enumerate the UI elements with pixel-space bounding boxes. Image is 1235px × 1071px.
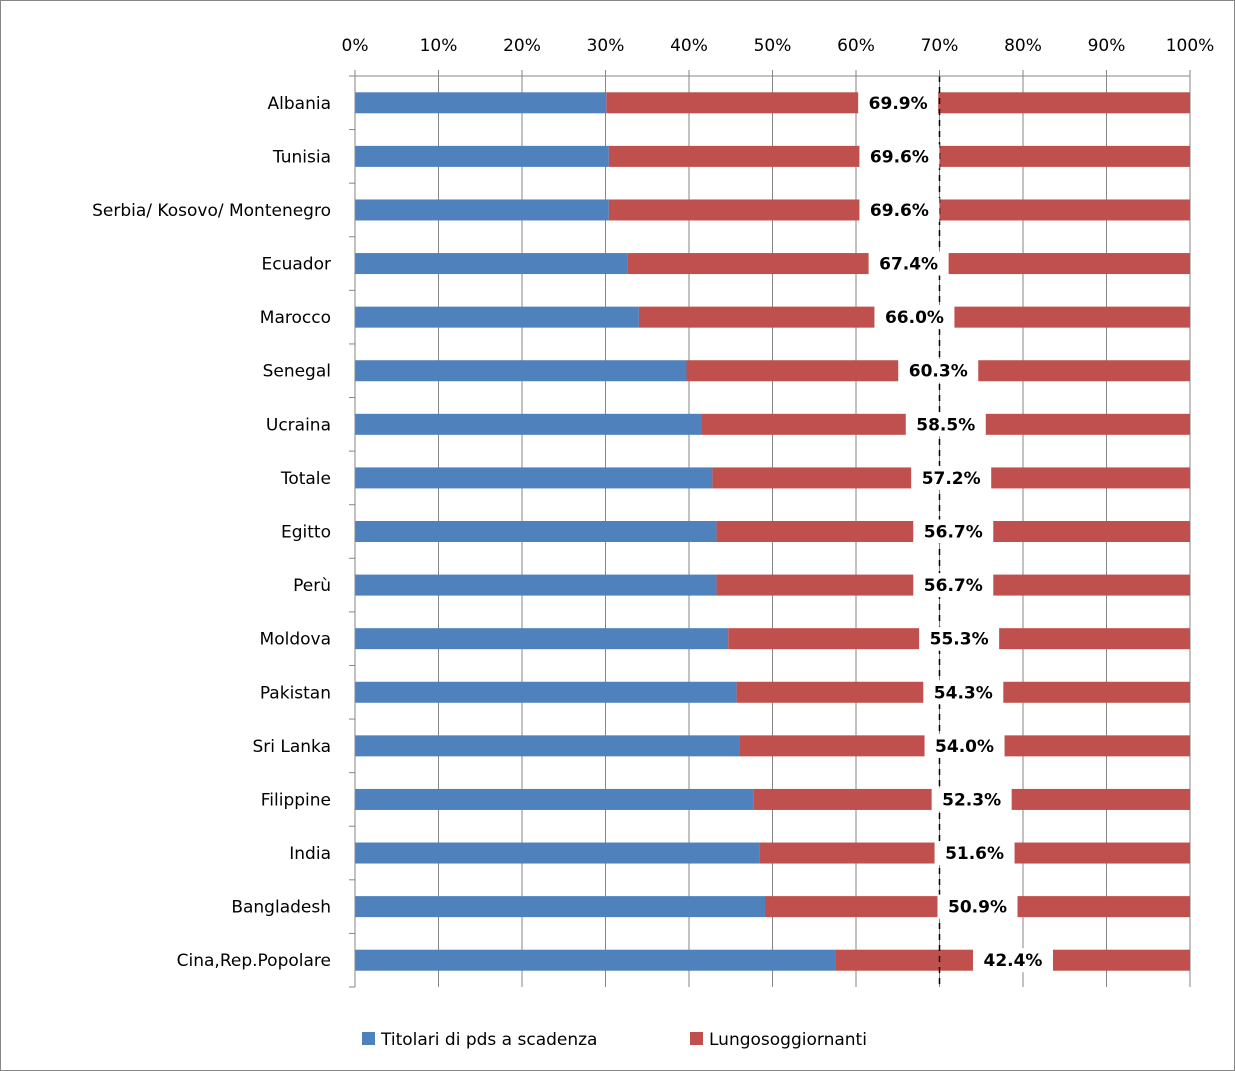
- data-label: 56.7%: [924, 576, 983, 596]
- legend-swatch-titolari: [362, 1032, 375, 1045]
- legend-swatch-lungosoggiornanti: [690, 1032, 703, 1045]
- bar-titolari: [355, 788, 754, 810]
- data-label: 52.3%: [942, 790, 1001, 810]
- data-label-bg: [931, 787, 1012, 812]
- x-tick-label: 20%: [503, 36, 541, 56]
- category-label: Ecuador: [262, 255, 331, 275]
- x-tick-label: 60%: [837, 36, 875, 56]
- bar-titolari: [355, 145, 609, 167]
- x-tick-label: 90%: [1088, 36, 1126, 56]
- bar-titolari: [355, 199, 609, 221]
- bar-titolari: [355, 735, 740, 757]
- category-label: Egitto: [281, 523, 331, 543]
- bar-titolari: [355, 360, 687, 382]
- category-label: Albania: [268, 94, 331, 114]
- data-label-bg: [868, 251, 949, 276]
- category-label: Serbia/ Kosovo/ Montenegro: [92, 201, 331, 221]
- bar-titolari: [355, 628, 729, 650]
- data-label: 66.0%: [885, 308, 944, 328]
- bar-titolari: [355, 842, 760, 864]
- category-label: Bangladesh: [231, 898, 331, 918]
- category-label: Perù: [293, 576, 331, 596]
- category-label: Tunisia: [272, 147, 331, 167]
- bar-titolari: [355, 574, 717, 596]
- category-label: Marocco: [260, 308, 331, 328]
- data-label-bg: [937, 894, 1018, 919]
- data-labels: 69.9% 69.6% 69.6% 67.4% 66.0% 60.3% 58.5% 57.2%…: [858, 90, 1053, 973]
- bar-titolari: [355, 681, 737, 703]
- data-label-bg: [919, 626, 1000, 651]
- category-label: Pakistan: [260, 683, 331, 703]
- data-label: 56.7%: [924, 523, 983, 543]
- x-tick-label: 10%: [420, 36, 458, 56]
- data-label: 67.4%: [879, 255, 938, 275]
- axes: 0% 10% 20% 30% 40% 50% 60% 70% 80% 90% 100% Albania…: [92, 36, 1215, 988]
- bar-titolari: [355, 413, 702, 435]
- data-label-bg: [874, 305, 955, 330]
- x-tick-label: 40%: [670, 36, 708, 56]
- category-label: Cina,Rep.Popolare: [177, 951, 331, 971]
- bar-titolari: [355, 949, 836, 971]
- data-label: 69.9%: [869, 94, 928, 114]
- x-tick-label: 70%: [921, 36, 959, 56]
- x-tick-label: 30%: [587, 36, 625, 56]
- bar-titolari: [355, 253, 628, 275]
- bar-titolari: [355, 467, 713, 489]
- category-label: Ucraina: [266, 415, 331, 435]
- bar-titolari: [355, 92, 607, 114]
- data-label-bg: [923, 680, 1004, 705]
- data-label: 58.5%: [916, 415, 975, 435]
- data-label-bg: [905, 412, 986, 437]
- data-label-bg: [859, 144, 940, 169]
- x-tick-label: 100%: [1166, 36, 1215, 56]
- x-tick-label: 50%: [754, 36, 792, 56]
- x-tick-label: 80%: [1004, 36, 1042, 56]
- category-label: Moldova: [260, 630, 331, 650]
- data-label-bg: [859, 197, 940, 222]
- legend: Titolari di pds a scadenza Lungosoggiorna…: [362, 1030, 867, 1050]
- data-label: 42.4%: [983, 951, 1042, 971]
- data-label-bg: [911, 465, 992, 490]
- category-label: India: [289, 844, 331, 864]
- category-label: Totale: [280, 469, 331, 489]
- category-label: Sri Lanka: [252, 737, 331, 757]
- data-label-bg: [924, 733, 1005, 758]
- data-label: 50.9%: [948, 898, 1007, 918]
- data-label: 54.0%: [935, 737, 994, 757]
- data-label: 51.6%: [945, 844, 1004, 864]
- data-label: 55.3%: [930, 630, 989, 650]
- data-label-bg: [913, 573, 994, 598]
- data-label: 69.6%: [870, 147, 929, 167]
- bar-titolari: [355, 306, 639, 328]
- legend-label-lungosoggiornanti: Lungosoggiornanti: [709, 1030, 867, 1050]
- x-tick-label: 0%: [342, 36, 369, 56]
- data-label: 69.6%: [870, 201, 929, 221]
- data-label: 60.3%: [909, 362, 968, 382]
- data-label: 54.3%: [934, 683, 993, 703]
- bar-titolari: [355, 521, 717, 542]
- legend-label-titolari: Titolari di pds a scadenza: [380, 1030, 597, 1050]
- category-label: Filippine: [261, 790, 331, 810]
- data-label-bg: [934, 841, 1015, 866]
- category-label: Senegal: [263, 362, 331, 382]
- data-label-bg: [913, 519, 994, 544]
- data-label: 57.2%: [922, 469, 981, 489]
- data-label-bg: [972, 948, 1053, 973]
- data-label-bg: [858, 90, 939, 115]
- bar-titolari: [355, 896, 765, 918]
- data-label-bg: [898, 358, 979, 383]
